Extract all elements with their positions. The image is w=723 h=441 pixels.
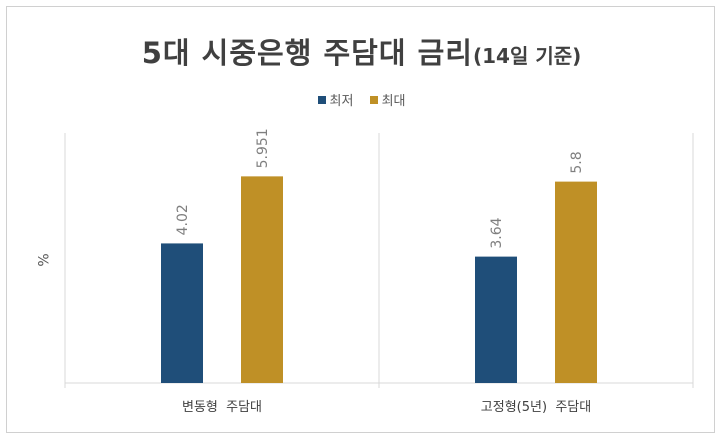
- data-label: 3.64: [489, 217, 505, 248]
- chart-title: 5대 시중은행 주담대 금리: [141, 36, 473, 70]
- chart-title-block: 5대 시중은행 주담대 금리(14일 기준): [0, 30, 723, 72]
- legend-label-max: 최대: [381, 94, 406, 109]
- legend-swatch-max: [369, 95, 378, 104]
- bar-min-0: [161, 243, 203, 383]
- data-label: 5.951: [255, 128, 271, 168]
- data-label: 5.8: [569, 151, 585, 173]
- x-tick-label: 고정형(5년) 주담대: [481, 400, 591, 415]
- legend: 최저 최대: [0, 90, 723, 109]
- bar-min-1: [475, 256, 517, 383]
- legend-swatch-min: [317, 95, 326, 104]
- legend-label-min: 최저: [329, 94, 354, 109]
- bar-max-1: [555, 181, 597, 383]
- legend-entry-max: 최대: [369, 90, 406, 109]
- bar-max-0: [241, 176, 283, 383]
- data-label: 4.02: [175, 204, 191, 235]
- chart-subtitle: (14일 기준): [473, 44, 582, 68]
- x-tick-label: 변동형 주담대: [182, 400, 262, 415]
- legend-entry-min: 최저: [317, 90, 354, 109]
